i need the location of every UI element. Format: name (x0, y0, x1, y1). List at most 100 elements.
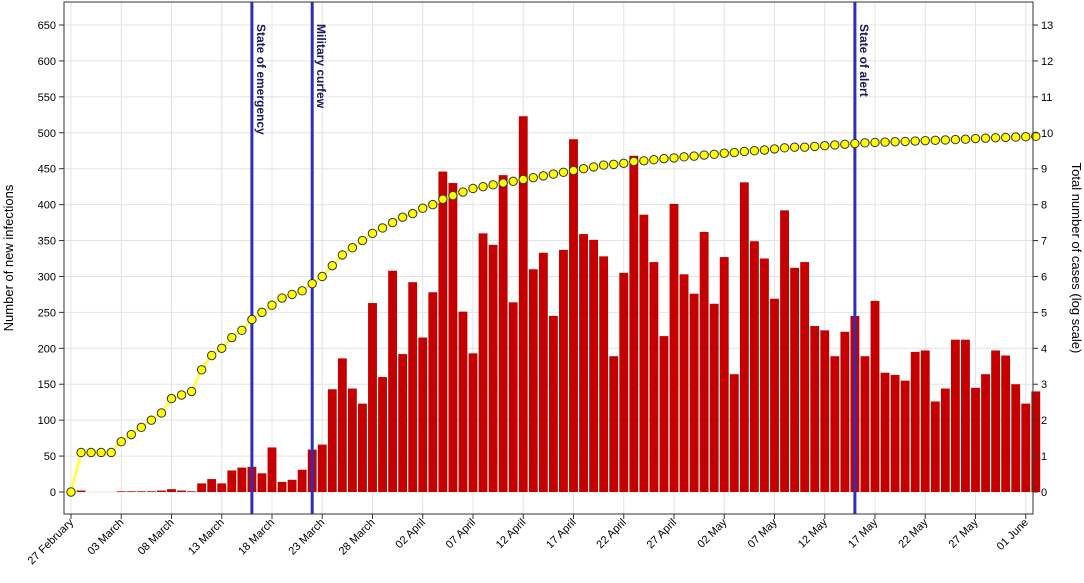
bar-new-infections (589, 239, 599, 492)
cumulative-point (176, 390, 187, 400)
cumulative-point (217, 343, 227, 354)
bar-new-infections (378, 377, 387, 492)
left-tick-label: 600 (38, 56, 56, 68)
left-tick-label: 550 (38, 92, 56, 104)
cumulative-point (870, 137, 880, 148)
cumulative-point (156, 408, 167, 418)
cumulative-point (548, 169, 559, 179)
cumulative-point (307, 278, 317, 289)
bar-new-infections (528, 269, 538, 492)
bar-new-infections (418, 337, 428, 492)
cumulative-point (568, 165, 579, 176)
cumulative-point (518, 174, 528, 185)
cumulative-point (649, 155, 659, 165)
cumulative-point (538, 171, 549, 181)
left-tick-label: 300 (38, 271, 56, 283)
cumulative-point (850, 138, 860, 149)
cumulative-point (970, 133, 981, 144)
bar-new-infections (1001, 355, 1011, 492)
bar-new-infections (297, 469, 307, 492)
cumulative-point (598, 160, 609, 170)
right-tick-label: 13 (1041, 20, 1053, 32)
bar-new-infections (800, 262, 810, 492)
bar-new-infections (579, 234, 588, 492)
cumulative-point (578, 163, 589, 174)
cumulative-point (418, 203, 428, 213)
cumulative-point (508, 176, 518, 186)
bar-new-infections (920, 350, 930, 492)
bar-new-infections (770, 298, 779, 492)
cumulative-point (106, 447, 116, 458)
x-tick-label: 22 April (594, 517, 628, 551)
cumulative-point (900, 136, 910, 147)
bar-new-infections (448, 183, 458, 493)
bar-new-infections (739, 182, 749, 492)
bar-new-infections (237, 467, 247, 492)
bar-new-infections (860, 356, 870, 492)
cumulative-point (498, 178, 508, 188)
cumulative-point (237, 325, 247, 336)
event-label: Military curfew (314, 24, 328, 109)
x-tick-label: 13 March (186, 517, 227, 558)
bar-new-infections (840, 331, 850, 492)
cumulative-point (980, 133, 991, 143)
right-tick-label: 8 (1041, 200, 1047, 212)
bar-new-infections (468, 353, 478, 492)
cumulative-point (96, 447, 106, 458)
cumulative-point (387, 217, 398, 228)
bar-new-infections (257, 473, 267, 492)
cumulative-point (719, 148, 729, 158)
cumulative-cases-series (66, 131, 1041, 497)
bar-new-infections (689, 293, 699, 492)
x-tick-label: 08 March (136, 517, 177, 558)
cumulative-point (528, 172, 538, 183)
x-tick-label: 07 May (746, 516, 780, 550)
cumulative-point (76, 447, 86, 458)
bar-new-infections (719, 257, 729, 492)
bar-new-infections (810, 326, 820, 492)
bar-new-infections (458, 311, 468, 492)
bar-new-infections (890, 374, 900, 492)
bar-new-infections (197, 483, 207, 492)
gridlines (64, 2, 1033, 514)
bar-new-infections (930, 401, 940, 492)
bar-new-infections (981, 374, 990, 492)
right-axis-title: Total number of cases (log scale) (1069, 163, 1084, 354)
left-tick-label: 0 (50, 487, 56, 499)
bar-new-infections (438, 171, 448, 492)
cumulative-point (458, 187, 468, 197)
cumulative-point (830, 140, 840, 150)
cumulative-point (920, 135, 930, 146)
left-axis-title: Number of new infections (1, 184, 16, 331)
cumulative-point (820, 141, 830, 151)
right-tick-label: 9 (1041, 164, 1047, 176)
cumulative-point (428, 199, 438, 210)
cumulative-point (890, 137, 900, 147)
bar-new-infections (287, 479, 297, 492)
right-tick-label: 4 (1041, 343, 1047, 355)
bar-new-infections (940, 388, 950, 492)
cumulative-point (116, 437, 126, 447)
x-tick-label: 27 May (947, 516, 981, 550)
bar-new-infections (177, 490, 186, 492)
bar-new-infections (167, 489, 176, 492)
right-tick-label: 5 (1041, 307, 1047, 319)
cumulative-point (789, 142, 800, 152)
cumulative-point (267, 300, 277, 310)
bar-new-infections (317, 444, 327, 492)
right-tick-label: 3 (1041, 379, 1047, 391)
cumulative-point (709, 149, 719, 160)
bar-new-infections (478, 233, 488, 492)
cumulative-point (136, 422, 147, 433)
cumulative-point (960, 134, 971, 144)
right-tick-label: 0 (1041, 487, 1047, 499)
bar-new-infections (749, 241, 759, 492)
cumulative-point (1000, 132, 1011, 143)
cumulative-point (126, 429, 137, 440)
bar-new-infections (679, 274, 689, 492)
left-tick-label: 100 (38, 415, 56, 427)
bar-new-infections (991, 350, 1001, 492)
bar-new-infections (880, 372, 890, 492)
bar-new-infections (569, 139, 578, 492)
event-lines: State of emergency Military curfew State o… (250, 2, 871, 514)
